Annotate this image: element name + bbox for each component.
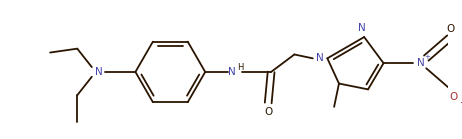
Text: N: N	[227, 67, 235, 77]
Text: H: H	[237, 63, 243, 72]
Text: O: O	[446, 24, 455, 34]
Text: +: +	[424, 54, 430, 60]
Text: N: N	[417, 58, 424, 68]
Text: −: −	[459, 98, 462, 107]
Text: O: O	[449, 92, 457, 102]
Text: N: N	[359, 23, 366, 33]
Text: N: N	[95, 67, 103, 77]
Text: N: N	[316, 53, 323, 63]
Text: O: O	[264, 107, 272, 117]
